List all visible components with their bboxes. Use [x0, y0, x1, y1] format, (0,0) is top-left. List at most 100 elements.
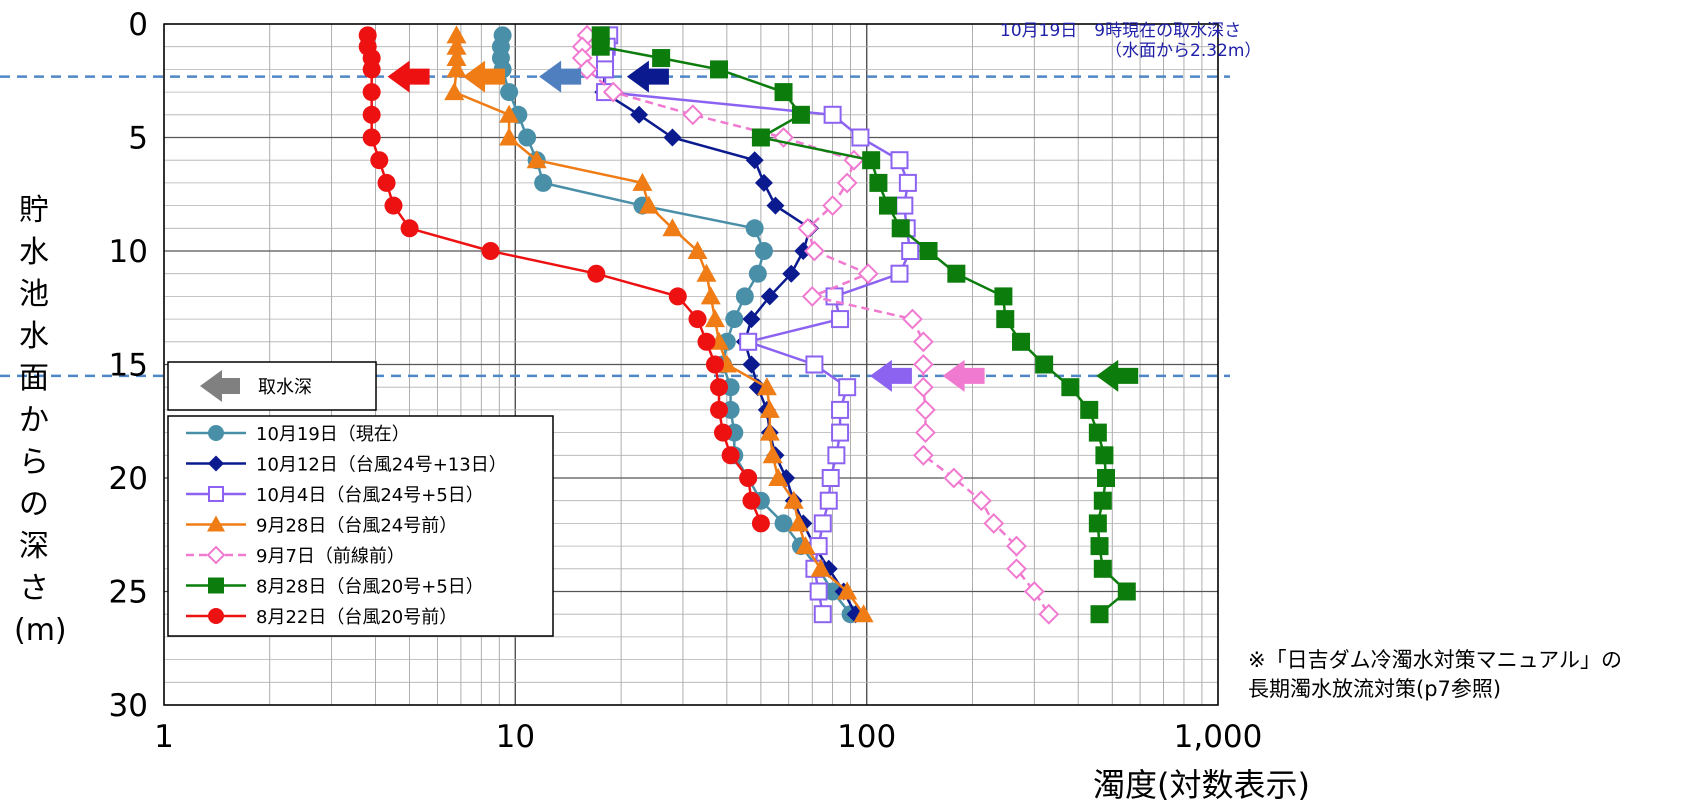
data-point [851, 128, 870, 147]
data-point [705, 355, 724, 374]
data-point [742, 355, 761, 374]
data-point [766, 196, 785, 215]
data-point [688, 310, 707, 329]
intake-arrow [463, 60, 506, 93]
data-point [823, 582, 842, 601]
data-point [831, 400, 850, 419]
data-point [827, 446, 846, 465]
intake-legend-arrow-icon [200, 370, 240, 402]
intake-arrow [869, 359, 912, 392]
legend-marker [208, 608, 224, 624]
data-point [754, 242, 773, 260]
legend-marker [208, 486, 224, 502]
legend-entry-label: 10月4日（台風24号+5日） [256, 485, 484, 506]
data-point [696, 263, 717, 282]
note-line-1: ※「日吉ダム冷濁水対策マニュアル」の [1248, 648, 1622, 672]
data-point [704, 309, 725, 328]
intake-arrow [387, 60, 430, 93]
data-point [919, 242, 938, 260]
data-point [822, 195, 844, 217]
data-point [843, 149, 865, 171]
data-point [836, 172, 858, 194]
data-point [1088, 423, 1107, 442]
data-point [745, 219, 764, 238]
data-point [943, 467, 965, 489]
data-point [760, 287, 779, 306]
data-point [713, 423, 732, 442]
data-point [1093, 559, 1112, 578]
data-point [1038, 603, 1060, 625]
data-point [1023, 581, 1045, 602]
data-point [831, 310, 850, 329]
legend-marker [206, 545, 226, 565]
data-point [754, 173, 773, 192]
data-point [912, 354, 934, 375]
legend-marker [208, 577, 224, 594]
data-point [1095, 446, 1114, 465]
data-point [576, 58, 598, 80]
data-point [638, 195, 659, 214]
data-point [782, 264, 801, 283]
y-tick-label: 10 [109, 234, 148, 270]
data-point [862, 151, 881, 170]
data-point [384, 196, 403, 215]
data-point [915, 399, 936, 421]
legend-entry-label: 9月28日（台風24号前） [256, 516, 457, 537]
data-point [739, 469, 758, 487]
data-point [813, 514, 832, 533]
data-point [794, 242, 813, 260]
data-point [853, 604, 874, 623]
series-6 [358, 26, 770, 533]
series-line [580, 34, 1050, 615]
data-point [759, 399, 780, 418]
data-point [768, 468, 789, 486]
data-point [912, 444, 934, 466]
data-point [748, 264, 767, 283]
legend-marker [208, 455, 224, 472]
data-point [481, 242, 500, 260]
data-point [663, 128, 682, 147]
data-point [1090, 605, 1109, 624]
data-point [721, 446, 740, 465]
data-point [362, 60, 381, 79]
data-point [762, 445, 783, 464]
data-point [759, 422, 780, 441]
data-point [898, 173, 917, 192]
intake-arrows [387, 60, 1139, 392]
data-point [710, 60, 729, 79]
data-point [1035, 355, 1054, 374]
x-tick-label: 1 [154, 719, 174, 755]
intake-arrow [1096, 359, 1139, 392]
y-tick-label: 30 [109, 688, 148, 724]
data-point [697, 332, 716, 351]
data-point [400, 219, 419, 238]
y-tick-label: 15 [109, 348, 148, 384]
data-point [362, 83, 381, 102]
data-point [1090, 537, 1109, 556]
data-point [446, 59, 467, 78]
data-point [915, 422, 936, 444]
data-point [591, 37, 610, 56]
plot-frame [163, 23, 1219, 706]
legend-entry-label: 9月7日（前線前） [256, 546, 405, 567]
series-line [601, 35, 857, 615]
data-point [1012, 332, 1031, 351]
data-point [890, 151, 909, 170]
note-line-2: 長期濁水放流対策(p7参照) [1248, 677, 1502, 701]
legend-entry-label: 8月28日（台風20号+5日） [256, 577, 484, 598]
data-point [869, 173, 888, 192]
data-point [797, 217, 819, 239]
data-point [742, 310, 761, 329]
data-point [837, 581, 858, 600]
x-tick-label: 1,000 [1174, 719, 1263, 755]
legend: 取水深 10月19日（現在） 10月12日（台風24号+13日） 10月4日（台風24… [167, 361, 554, 637]
data-point [838, 378, 857, 397]
data-point [596, 60, 615, 79]
y-axis-label: 貯水池水面からの深さ(m) [14, 193, 67, 648]
data-point [891, 219, 910, 238]
x-axis-label: 濁度(対数表示) [1093, 766, 1310, 804]
data-point [983, 512, 1005, 534]
data-point [362, 128, 381, 147]
data-point [687, 241, 708, 259]
data-point [1061, 378, 1080, 397]
